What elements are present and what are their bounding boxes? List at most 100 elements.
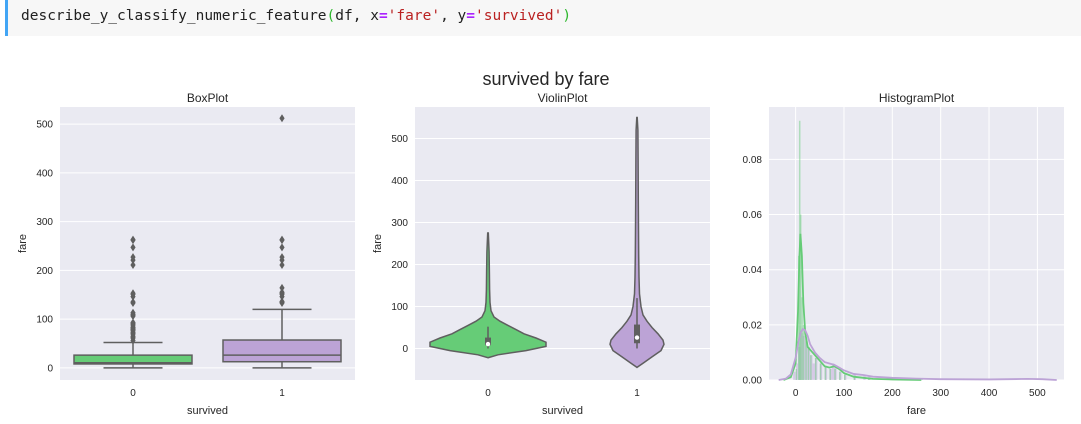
hist-bar-survived-0 (853, 375, 856, 380)
code-close-paren: ) (562, 8, 572, 24)
code-eq-2: = (466, 8, 475, 24)
y-axis-label-1: fare (17, 234, 29, 253)
hist-bar-survived-1 (834, 366, 837, 380)
figure: survived by fare BoxPlotsurvivedfare0100… (17, 69, 1064, 417)
hist-bar-survived-0 (807, 346, 810, 380)
code-eq-1: = (378, 8, 388, 24)
hist-bar-survived-1 (793, 371, 796, 380)
outlier-point (130, 308, 136, 317)
hist-bar-survived-1 (814, 357, 818, 380)
hist-bar-survived-0 (805, 338, 807, 380)
code-func: describe_y_classify_numeric_feature (21, 8, 327, 24)
panel-title-2: ViolinPlot (538, 91, 588, 105)
outlier-point (130, 235, 136, 244)
panel-title-3: HistogramPlot (879, 91, 955, 105)
y-tick-label: 200 (391, 260, 408, 271)
hist-bar-survived-0 (798, 255, 800, 380)
outlier-point (130, 243, 136, 252)
x-axis-label-3: fare (907, 405, 926, 417)
x-tick-label: 100 (836, 388, 853, 399)
kde-line-survived-1 (778, 327, 1057, 381)
hist-bar-survived-1 (843, 374, 847, 380)
y-tick-label: 100 (391, 302, 408, 313)
x-tick-label: 300 (932, 388, 949, 399)
code-y-val: 'survived' (475, 8, 563, 24)
violin-median-dot (634, 335, 640, 340)
hist-bar-survived-0 (834, 368, 836, 380)
hist-bar-survived-0 (843, 374, 846, 380)
y-tick-label: 100 (36, 315, 53, 326)
outlier-point (279, 114, 285, 123)
outlier-point (279, 243, 285, 252)
y-tick-label: 0 (402, 344, 408, 355)
hist-bar-survived-1 (795, 363, 799, 380)
violin-body (609, 116, 665, 369)
hist-bar-survived-1 (829, 368, 832, 380)
code-cell[interactable]: describe_y_classify_numeric_feature(df, … (5, 0, 1081, 36)
outlier-point (130, 318, 136, 327)
y-tick-label: 500 (36, 120, 53, 131)
hist-bar-survived-0 (839, 371, 841, 380)
hist-bar-survived-0 (829, 368, 831, 380)
y-tick-label: 500 (391, 134, 408, 145)
hist-bar-survived-1 (805, 341, 808, 380)
y-tick-label: 0.08 (743, 155, 763, 166)
hist-bar-survived-0 (810, 355, 812, 380)
y-tick-label: 200 (36, 266, 53, 277)
plot-area-3 (769, 107, 1064, 380)
y-tick-label: 300 (36, 217, 53, 228)
x-axis-label-1: survived (187, 405, 228, 417)
outlier-point (130, 298, 136, 306)
hist-bar-survived-1 (819, 363, 823, 380)
x-axis-label-2: survived (542, 405, 583, 417)
panel-title-1: BoxPlot (187, 91, 229, 105)
code-arg1: df, x (335, 8, 379, 24)
y-tick-label: 0.02 (743, 320, 763, 331)
box-rect (222, 339, 342, 363)
violin-iqr-box (485, 337, 491, 346)
code-x-val: 'fare' (387, 8, 441, 24)
kde-line-survived-0 (783, 233, 922, 381)
outlier-point (130, 289, 136, 298)
hist-bar-survived-0 (814, 357, 817, 380)
y-tick-label: 0.04 (743, 265, 763, 276)
code-open-paren: ( (326, 8, 336, 24)
outlier-point (279, 283, 285, 292)
hist-bar-survived-0 (819, 363, 822, 380)
hist-bar-survived-1 (810, 355, 813, 380)
x-tick-label: 1 (634, 388, 640, 399)
x-tick-label: 0 (130, 388, 136, 399)
y-tick-label: 300 (391, 218, 408, 229)
box-rect (73, 354, 193, 365)
hist-bar-survived-1 (798, 346, 801, 380)
hist-bar-survived-0 (799, 214, 802, 380)
hist-bar-survived-0 (824, 366, 827, 380)
x-tick-label: 400 (981, 388, 998, 399)
x-tick-label: 0 (485, 388, 491, 399)
y-tick-label: 400 (36, 168, 53, 179)
hist-bar-survived-0 (802, 324, 805, 380)
hist-bar-survived-1 (824, 366, 828, 380)
hist-bar-survived-1 (800, 333, 803, 380)
y-tick-label: 0 (47, 363, 53, 374)
violin-median-dot (485, 341, 491, 347)
x-tick-label: 1 (279, 388, 285, 399)
code-line: describe_y_classify_numeric_feature(df, … (21, 8, 571, 24)
outlier-point (279, 253, 285, 262)
hist-bar-survived-1 (831, 363, 835, 380)
outlier-point (130, 253, 136, 262)
plot-area-1 (60, 107, 355, 380)
outlier-point (279, 288, 285, 297)
hist-bar-survived-1 (807, 346, 811, 380)
outlier-point (279, 260, 285, 269)
y-tick-label: 400 (391, 176, 408, 187)
outlier-point (279, 297, 285, 306)
x-tick-label: 0 (793, 388, 799, 399)
hist-bar-survived-1 (802, 335, 806, 380)
outlier-point (279, 235, 285, 244)
x-tick-label: 200 (884, 388, 901, 399)
y-tick-label: 0.00 (743, 376, 763, 387)
hist-bar-survived-1 (839, 371, 842, 380)
violin-body (429, 232, 547, 359)
